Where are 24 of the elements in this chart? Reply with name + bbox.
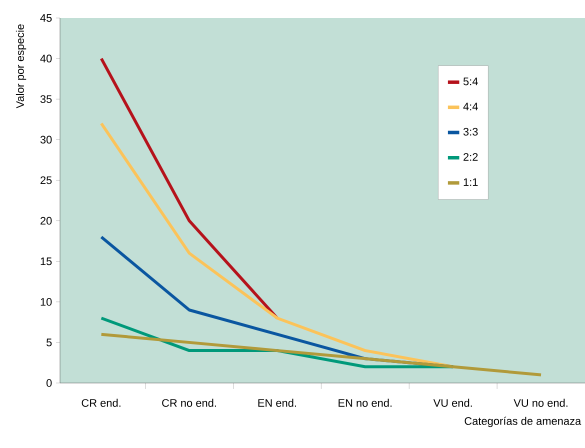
legend-label: 4:4: [463, 102, 478, 110]
legend-label: 5:4: [463, 78, 478, 86]
legend-label: 1:1: [464, 178, 478, 186]
y-tick-label: 35: [40, 95, 52, 103]
y-tick-label: 20: [40, 216, 52, 225]
x-tick-label: CR end.: [82, 398, 120, 407]
y-tick-label: 30: [40, 136, 52, 144]
y-tick-label: 40: [40, 54, 52, 62]
y-tick-label: 10: [40, 298, 52, 306]
legend-label: 3:3: [463, 128, 478, 136]
line-series: [100, 332, 543, 376]
y-axis-title: Valor por especie: [16, 24, 26, 108]
x-tick-label: VU end.: [433, 398, 472, 407]
x-tick-label: VU no end.: [514, 398, 568, 407]
x-axis-title: Categorías de amenaza: [464, 416, 582, 428]
y-tick-label: 15: [40, 258, 52, 266]
y-tick-label: 25: [40, 176, 52, 184]
x-tick-label: EN end.: [258, 398, 296, 407]
y-tick-label: 45: [40, 14, 52, 22]
legend-label: 2:2: [464, 153, 478, 161]
x-tick-label: EN no end.: [338, 398, 392, 407]
x-tick-label: CR no end.: [162, 398, 216, 407]
y-tick-label: 5: [46, 338, 52, 346]
y-tick-label: 0: [46, 379, 52, 387]
